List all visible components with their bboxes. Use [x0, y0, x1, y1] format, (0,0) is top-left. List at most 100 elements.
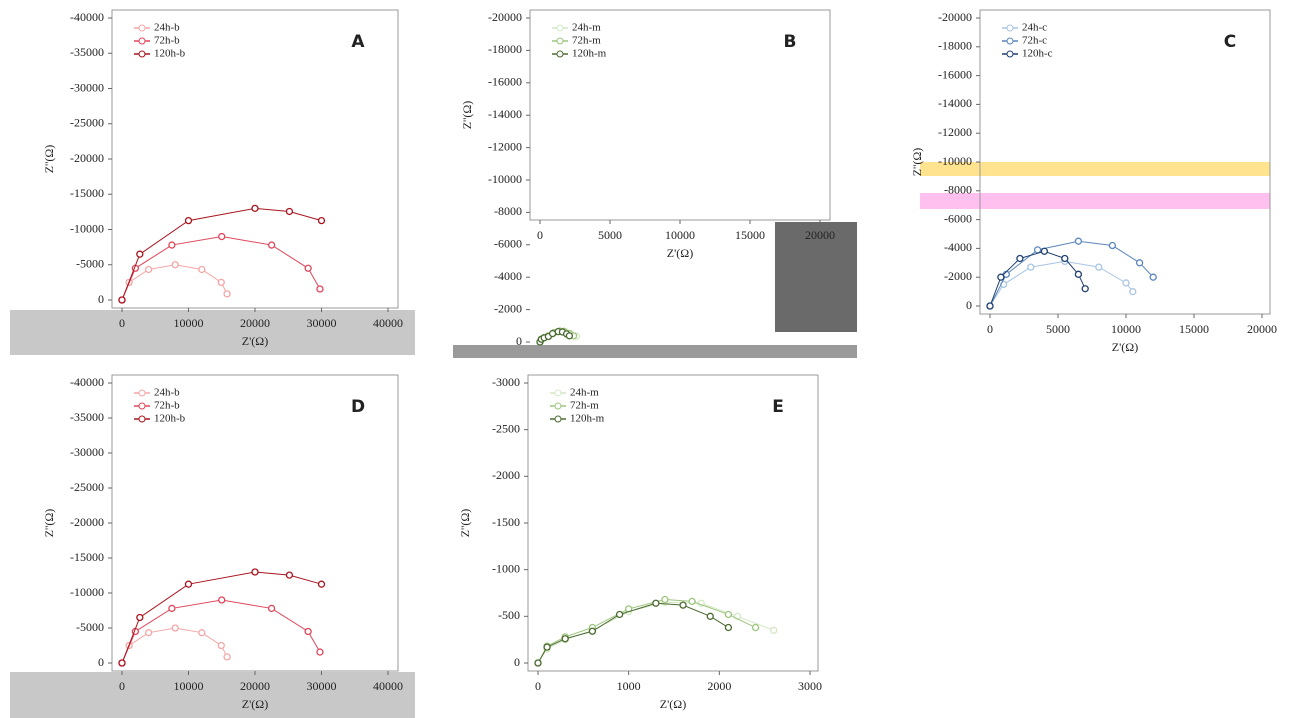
- y-tick-label: -20000: [70, 515, 104, 529]
- data-point: [1075, 238, 1081, 244]
- series-line: [990, 241, 1153, 306]
- data-point: [199, 630, 205, 636]
- x-tick-label: 0: [987, 322, 993, 336]
- legend-label: 120h-m: [572, 48, 607, 60]
- y-tick-label: -10000: [938, 154, 972, 168]
- y-tick-label: -10000: [70, 221, 104, 235]
- legend-marker: [557, 51, 563, 57]
- legend-label: 120h-c: [1022, 48, 1053, 60]
- y-tick-label: -18000: [938, 39, 972, 53]
- y-tick-label: -1000: [492, 561, 520, 575]
- x-axis-title: Z'(Ω): [660, 697, 686, 711]
- y-axis-title: Z''(Ω): [910, 148, 924, 177]
- legend-marker: [139, 403, 145, 409]
- series-line: [538, 603, 728, 663]
- x-axis-title: Z'(Ω): [667, 246, 693, 260]
- x-tick-label: 5000: [598, 228, 622, 242]
- artifact-strip: [10, 672, 415, 718]
- x-tick-label: 20000: [805, 228, 835, 242]
- legend-marker: [555, 416, 561, 422]
- panel-label: D: [351, 397, 365, 417]
- data-point: [286, 208, 292, 214]
- data-point: [317, 649, 323, 655]
- data-point: [662, 597, 668, 603]
- x-tick-label: 1000: [617, 679, 641, 693]
- y-tick-label: -15000: [70, 186, 104, 200]
- y-tick-label: -3000: [492, 375, 520, 389]
- data-point: [317, 286, 323, 292]
- x-tick-label: 5000: [1046, 322, 1070, 336]
- data-point: [1096, 264, 1102, 270]
- legend-marker: [557, 38, 563, 44]
- data-point: [1062, 255, 1068, 261]
- y-tick-label: -20000: [488, 10, 522, 24]
- data-point: [199, 266, 205, 272]
- x-tick-label: 20000: [240, 679, 270, 693]
- data-point: [562, 636, 568, 642]
- y-tick-label: -30000: [70, 445, 104, 459]
- legend-marker: [139, 38, 145, 44]
- panel-label: E: [772, 397, 784, 417]
- legend-label: 120h-m: [570, 413, 605, 425]
- y-tick-label: -18000: [488, 42, 522, 56]
- y-axis-title: Z''(Ω): [458, 509, 472, 538]
- data-point: [172, 625, 178, 631]
- x-tick-label: 2000: [707, 679, 731, 693]
- data-point: [1150, 274, 1156, 280]
- figure: 0-5000-10000-15000-20000-25000-30000-350…: [0, 0, 1303, 718]
- legend-label: 72h-c: [1022, 35, 1047, 47]
- y-tick-label: -500: [498, 608, 520, 622]
- data-point: [224, 654, 230, 660]
- data-point: [252, 569, 258, 575]
- series-line: [538, 602, 774, 663]
- legend-label: 24h-b: [154, 387, 180, 399]
- data-point: [1017, 255, 1023, 261]
- x-axis-title: Z'(Ω): [242, 334, 268, 348]
- data-point: [544, 644, 550, 650]
- data-point: [319, 218, 325, 224]
- artifact-strip: [453, 345, 857, 358]
- data-point: [286, 572, 292, 578]
- x-tick-label: 3000: [798, 679, 822, 693]
- y-tick-label: -20000: [938, 10, 972, 24]
- x-tick-label: 10000: [174, 316, 204, 330]
- y-tick-label: -40000: [70, 10, 104, 24]
- y-tick-label: -15000: [70, 550, 104, 564]
- legend-label: 24h-m: [572, 22, 601, 34]
- data-point: [137, 615, 143, 621]
- series-line: [122, 572, 322, 663]
- y-tick-label: -14000: [488, 107, 522, 121]
- data-point: [1123, 280, 1129, 286]
- data-point: [771, 627, 777, 633]
- data-point: [224, 291, 230, 297]
- legend-label: 72h-m: [570, 400, 599, 412]
- data-point: [617, 611, 623, 617]
- data-point: [1082, 286, 1088, 292]
- legend-marker: [139, 416, 145, 422]
- y-tick-label: -25000: [70, 480, 104, 494]
- legend-label: 72h-b: [154, 400, 180, 412]
- legend-label: 72h-b: [154, 35, 180, 47]
- x-tick-label: 40000: [373, 316, 403, 330]
- chart-panel: 0-2000-4000-6000-8000-10000-12000-14000-…: [910, 10, 1277, 354]
- data-point: [305, 629, 311, 635]
- data-point: [998, 274, 1004, 280]
- x-axis-title: Z'(Ω): [242, 697, 268, 711]
- y-tick-label: 0: [966, 298, 972, 312]
- y-tick-label: -2500: [492, 421, 520, 435]
- x-axis-title: Z'(Ω): [1112, 340, 1138, 354]
- data-point: [218, 643, 224, 649]
- data-point: [186, 581, 192, 587]
- y-tick-label: -6000: [944, 211, 972, 225]
- legend-marker: [555, 403, 561, 409]
- data-point: [219, 234, 225, 240]
- y-tick-label: -4000: [494, 269, 522, 283]
- data-point: [169, 605, 175, 611]
- legend-marker: [1007, 51, 1013, 57]
- y-tick-label: -10000: [488, 172, 522, 186]
- y-tick-label: -14000: [938, 96, 972, 110]
- y-axis-title: Z''(Ω): [42, 145, 56, 174]
- y-tick-label: -20000: [70, 151, 104, 165]
- chart-panel: 0-5000-10000-15000-20000-25000-30000-350…: [42, 375, 403, 711]
- data-point: [119, 660, 125, 666]
